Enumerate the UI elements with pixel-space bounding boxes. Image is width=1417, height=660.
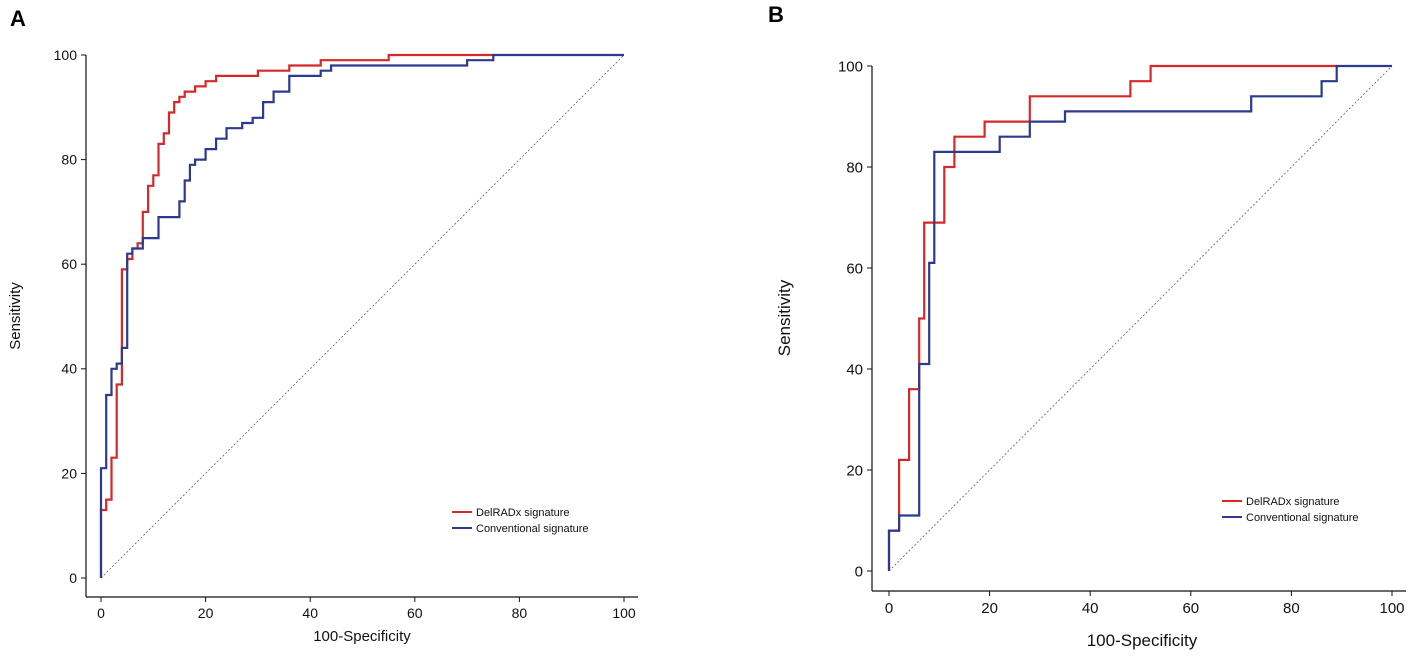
y-tick-label: 40: [61, 361, 77, 377]
roc-curve-conventional-signature: [887, 64, 1392, 571]
y-tick-label: 0: [855, 563, 863, 580]
y-tick-label: 40: [846, 361, 863, 378]
y-tick-label: 60: [846, 260, 863, 277]
legend-label: DelRADx signature: [1246, 496, 1340, 508]
y-tick-label: 60: [61, 256, 77, 272]
panel-letter: B: [768, 2, 784, 27]
x-tick-label: 60: [407, 605, 423, 621]
x-tick-label: 80: [512, 605, 528, 621]
y-tick-label: 0: [69, 570, 77, 586]
panel-letter: A: [10, 6, 26, 31]
roc-curve-delradx-signature: [99, 53, 494, 578]
y-axis-title: Sensitivity: [7, 282, 24, 350]
y-tick-label: 80: [846, 159, 863, 176]
x-tick-label: 100: [1379, 600, 1404, 617]
x-axis-title: 100-Specificity: [1087, 631, 1198, 650]
x-tick-label: 20: [981, 600, 998, 617]
x-tick-label: 40: [302, 605, 318, 621]
y-tick-label: 20: [61, 465, 77, 481]
x-tick-label: 20: [198, 605, 214, 621]
x-tick-label: 100: [612, 605, 636, 621]
panel-b: B 0 20 40 60 80 100 0 20 40 60 80 100 100-Specificity…: [768, 2, 1406, 650]
y-tick-label: 100: [54, 47, 78, 63]
x-tick-label: 0: [885, 600, 893, 617]
legend-label: DelRADx signature: [476, 507, 570, 519]
roc-curve-conventional-signature: [99, 53, 624, 578]
x-tick-label: 40: [1082, 600, 1099, 617]
x-tick-label: 80: [1283, 600, 1300, 617]
y-tick-label: 80: [61, 152, 77, 168]
y-tick-label: 100: [838, 58, 863, 75]
reference-diagonal-line: [888, 65, 1393, 572]
x-axis-title: 100-Specificity: [313, 628, 411, 645]
legend-label: Conventional signature: [1246, 512, 1359, 524]
y-tick-label: 20: [846, 462, 863, 479]
x-tick-label: 0: [97, 605, 105, 621]
y-axis-title: Sensitivity: [775, 279, 794, 356]
reference-diagonal-line: [100, 54, 625, 579]
x-tick-label: 60: [1182, 600, 1199, 617]
panel-a: A 0 20 40 60 80 100 0 20 40 60 80 100 100-Specificity…: [7, 6, 638, 645]
legend-label: Conventional signature: [476, 523, 589, 535]
roc-curve-delradx-signature: [887, 64, 1337, 571]
